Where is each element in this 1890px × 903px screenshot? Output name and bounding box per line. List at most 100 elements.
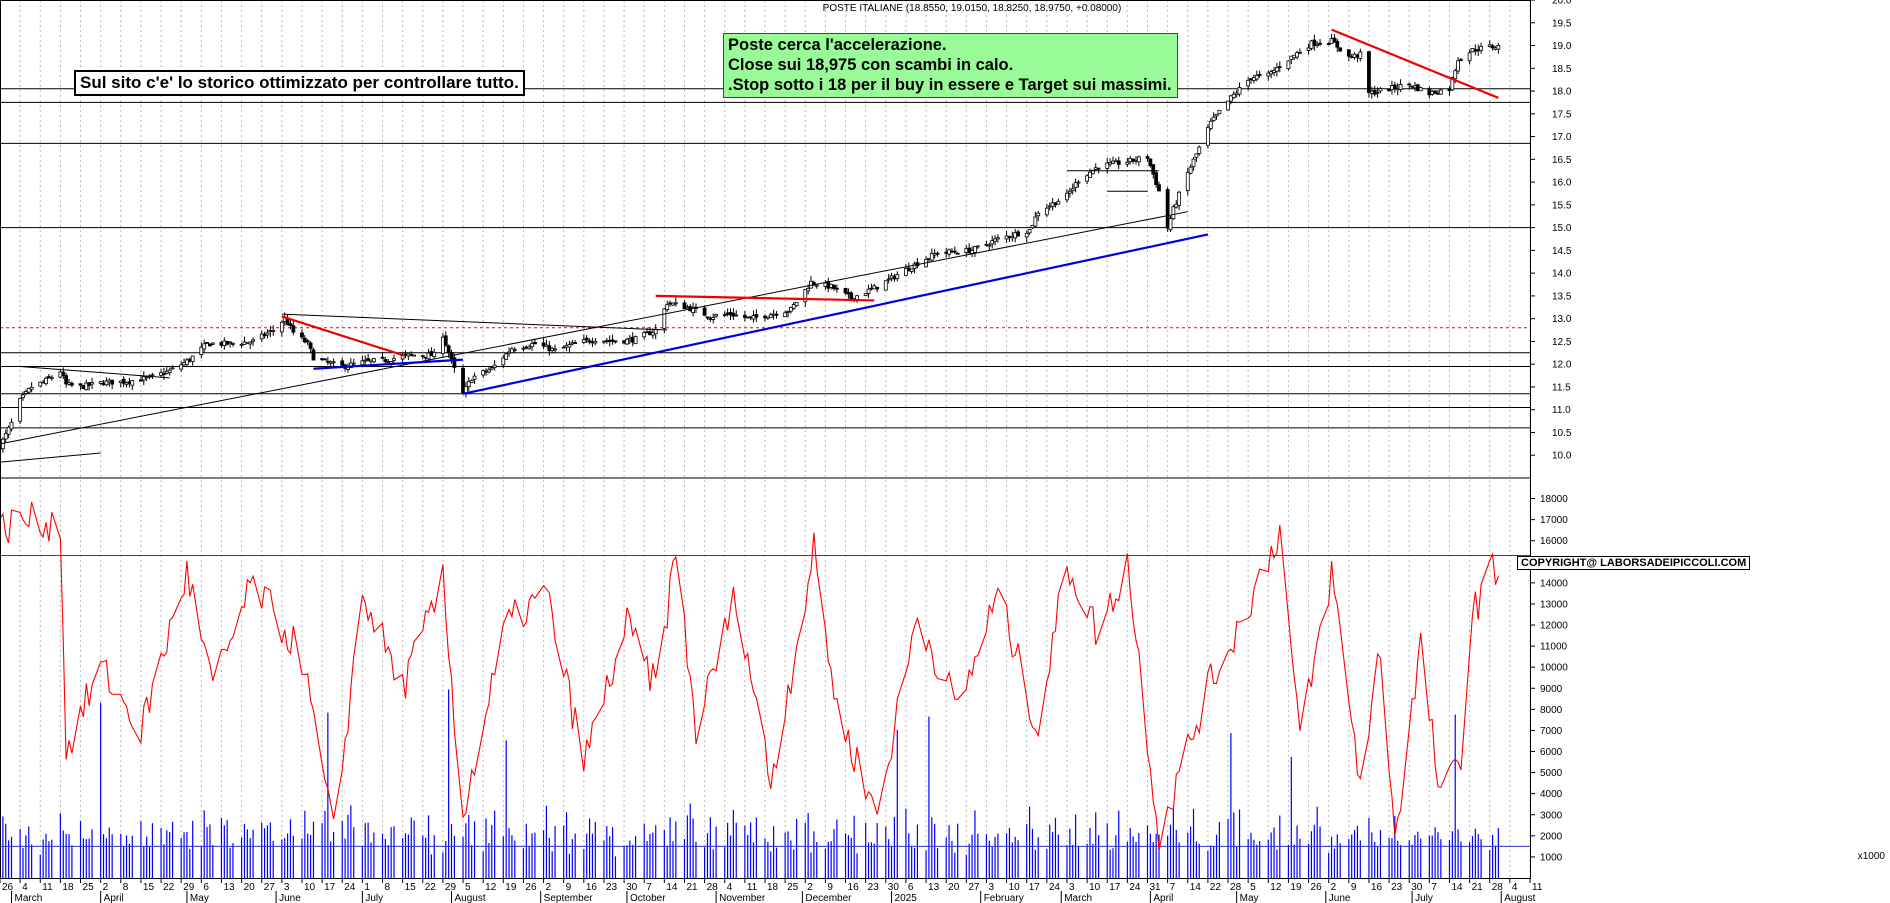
candle-body <box>625 338 629 345</box>
candle-body <box>584 337 589 341</box>
candle-body <box>1073 182 1078 189</box>
candle-body <box>121 378 126 384</box>
candle-body <box>1257 74 1262 76</box>
candle-body <box>1335 40 1340 48</box>
candle-body <box>573 342 578 344</box>
month-label: August <box>455 893 486 903</box>
day-tick-label: 20 <box>948 882 960 893</box>
day-tick-label: 2 <box>1331 882 1337 893</box>
day-tick-label: 24 <box>344 882 356 893</box>
candle-body <box>21 394 25 399</box>
candle-body <box>228 341 232 344</box>
price-tick-label: 12.0 <box>1552 360 1572 371</box>
day-tick-label: 16 <box>1371 882 1383 893</box>
candle-body <box>849 292 854 300</box>
candle-body <box>904 268 908 276</box>
candle-body <box>935 252 940 255</box>
day-tick-label: 9 <box>566 882 572 893</box>
candle-body <box>392 358 396 361</box>
volume-tick-label: 14000 <box>1540 578 1568 589</box>
candle-body <box>1067 190 1072 194</box>
candle-body <box>104 380 109 386</box>
candle-body <box>452 357 457 368</box>
candle-body <box>1392 84 1397 89</box>
day-tick-label: 26 <box>525 882 537 893</box>
day-tick-label: 21 <box>686 882 698 893</box>
candle-body <box>613 340 618 343</box>
candle-body <box>912 263 917 269</box>
day-tick-label: 18 <box>767 882 779 893</box>
candle-body <box>1165 189 1170 229</box>
candle-body <box>929 252 934 261</box>
day-tick-label: 26 <box>2 882 14 893</box>
candle-body <box>1177 191 1182 206</box>
candle-body <box>1496 44 1501 50</box>
candle-body <box>530 343 534 348</box>
candle-body <box>202 343 207 350</box>
day-tick-label: 17 <box>1109 882 1121 893</box>
day-tick-label: 4 <box>1512 882 1518 893</box>
day-tick-label: 17 <box>324 882 336 893</box>
candle-body <box>1157 184 1161 192</box>
candle-body <box>1197 146 1202 154</box>
candle-body <box>1205 127 1210 146</box>
candle-body <box>432 351 437 358</box>
price-tick-label: 18.5 <box>1552 64 1572 75</box>
price-tick-label: 14.0 <box>1552 269 1572 280</box>
month-label: March <box>1064 893 1092 903</box>
candle-body <box>1490 45 1495 49</box>
candle-body <box>1295 52 1299 58</box>
day-tick-label: 10 <box>1009 882 1021 893</box>
candle-body <box>331 361 336 364</box>
day-tick-label: 28 <box>707 882 719 893</box>
candle-body <box>768 314 773 319</box>
candle-body <box>886 278 891 281</box>
candle-body <box>909 268 914 272</box>
candle-body <box>412 354 417 357</box>
comment-line-2: Close sui 18,975 con scambi in calo. <box>728 56 1014 74</box>
candle-body <box>1191 158 1196 168</box>
candle-body <box>110 379 115 385</box>
candle-body <box>300 332 304 338</box>
candle-body <box>1136 156 1141 163</box>
candle-body <box>567 344 572 348</box>
candle-body <box>806 288 811 292</box>
volume-tick-label: 4000 <box>1540 789 1563 800</box>
price-tick-label: 11.5 <box>1552 382 1571 393</box>
candle-body <box>533 341 537 345</box>
candle-body <box>167 369 172 373</box>
day-tick-label: 2 <box>807 882 813 893</box>
month-label: April <box>104 893 124 903</box>
day-tick-label: 27 <box>264 882 276 893</box>
candle-body <box>521 347 526 350</box>
candle-body <box>1105 162 1110 169</box>
candle-body <box>90 382 94 385</box>
candle-body <box>501 357 506 366</box>
candle-body <box>990 240 995 245</box>
candle-body <box>754 313 759 318</box>
candle-body <box>487 369 491 373</box>
candle-body <box>38 381 43 387</box>
volume-tick-label: 2000 <box>1540 831 1563 842</box>
day-tick-label: 27 <box>968 882 980 893</box>
candle-body <box>1211 116 1216 122</box>
day-tick-label: 11 <box>42 882 53 893</box>
candle-body <box>714 314 719 317</box>
candle-body <box>61 371 66 377</box>
day-tick-label: 16 <box>848 882 860 893</box>
price-tick-label: 20.0 <box>1552 0 1572 7</box>
month-label: February <box>984 893 1024 903</box>
candle-body <box>504 353 509 360</box>
day-tick-label: 20 <box>244 882 256 893</box>
candle-body <box>248 341 253 345</box>
candle-body <box>190 355 195 362</box>
price-tick-label: 17.0 <box>1552 132 1572 143</box>
candle-body <box>883 280 888 291</box>
day-tick-label: 3 <box>988 882 994 893</box>
candle-body <box>1151 164 1156 175</box>
day-tick-label: 25 <box>83 882 95 893</box>
day-tick-label: 6 <box>203 882 209 893</box>
volume-tick-label: 18000 <box>1540 494 1568 505</box>
candle-body <box>561 346 566 349</box>
